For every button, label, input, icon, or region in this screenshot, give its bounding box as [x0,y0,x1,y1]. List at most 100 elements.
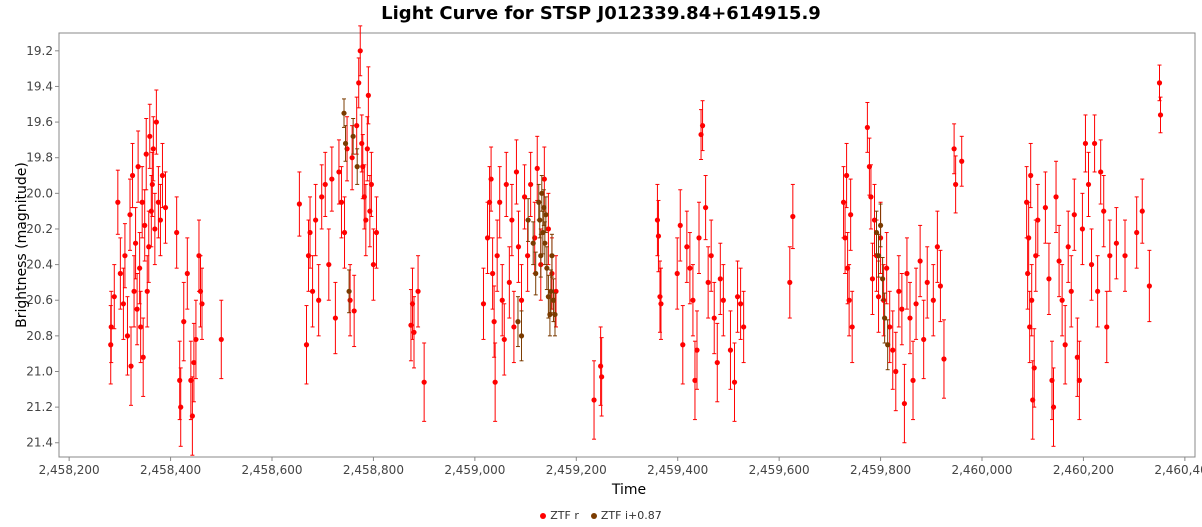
data-point [111,294,117,300]
y-tick-label: 19.4 [26,79,53,93]
data-point [218,336,224,343]
data-point [127,212,133,218]
data-point [684,244,690,250]
data-point [157,217,164,223]
data-point [177,377,183,383]
data-point [411,329,417,335]
data-point [528,181,534,188]
x-tick-label: 2,459,800 [850,463,911,477]
data-point [917,258,923,264]
data-point [515,244,522,250]
data-point [143,151,149,157]
data-point [501,336,507,343]
data-point [1053,194,1059,200]
data-point [338,199,345,205]
x-tick-label: 2,458,200 [39,463,100,477]
data-point [148,208,154,214]
data-point [904,270,910,277]
data-point [491,319,497,325]
data-point [1029,297,1035,303]
data-point [1088,261,1095,268]
data-point [319,194,325,200]
data-point [901,400,908,407]
data-point [846,297,852,303]
data-point [787,279,793,286]
data-point [147,133,153,139]
data-point [699,123,706,129]
data-point [1085,181,1092,188]
data-point [1122,253,1128,259]
data-point [542,240,548,246]
x-tick-label: 2,459,400 [647,463,708,477]
data-point [910,377,916,383]
y-tick-label: 19.6 [26,115,53,129]
data-point [734,294,741,300]
data-point [174,229,180,236]
data-point [696,235,702,241]
data-point [705,279,711,286]
data-point [657,294,663,300]
data-point [530,240,536,246]
data-point [1107,253,1113,259]
data-point [842,235,848,241]
data-point [347,297,353,303]
data-point [329,176,335,182]
y-tick-label: 20.0 [26,186,53,200]
data-point [346,288,352,294]
data-point [921,336,927,343]
data-point [674,270,680,277]
data-point [146,244,152,250]
data-point [885,342,891,348]
data-point [122,253,128,259]
data-point [690,297,696,303]
data-point [309,288,316,294]
legend-marker-icon [590,513,597,519]
data-point [545,226,551,232]
y-tick-label: 20.8 [26,329,53,343]
data-point [521,194,528,200]
data-point [871,217,878,223]
data-point [492,379,498,385]
data-point [1157,112,1164,118]
data-point [1146,283,1152,289]
data-point [484,235,491,241]
data-point [1113,240,1119,246]
data-point [552,311,558,318]
data-point [363,217,369,223]
data-point [687,265,693,271]
x-tick-label: 2,459,600 [749,463,810,477]
data-point [1071,212,1077,218]
data-point [354,164,360,170]
data-point [490,270,496,277]
data-point [503,181,509,188]
data-point [1059,297,1065,303]
data-point [1031,365,1037,371]
y-tick-label: 19.2 [26,44,53,58]
data-point [322,181,328,188]
data-point [341,229,348,236]
data-point [849,324,855,330]
data-point [692,377,698,383]
data-point [303,342,310,348]
data-point [1076,377,1082,383]
data-point [694,347,700,353]
data-points-layer [108,25,1164,456]
data-point [534,165,540,171]
data-point [537,217,543,223]
data-point [193,336,199,343]
data-point [1068,288,1074,294]
data-point [1028,172,1034,179]
data-point [1082,140,1089,147]
data-point [1101,208,1107,214]
data-point [518,333,525,339]
data-point [155,199,161,205]
y-tick-label: 20.6 [26,293,53,307]
data-point [937,283,944,289]
data-point [790,213,796,220]
data-point [1074,354,1080,360]
series-ztf-i-0-87 [341,98,891,371]
data-point [1056,258,1062,264]
data-point [131,288,137,294]
data-point [421,379,427,385]
data-point [144,288,150,294]
